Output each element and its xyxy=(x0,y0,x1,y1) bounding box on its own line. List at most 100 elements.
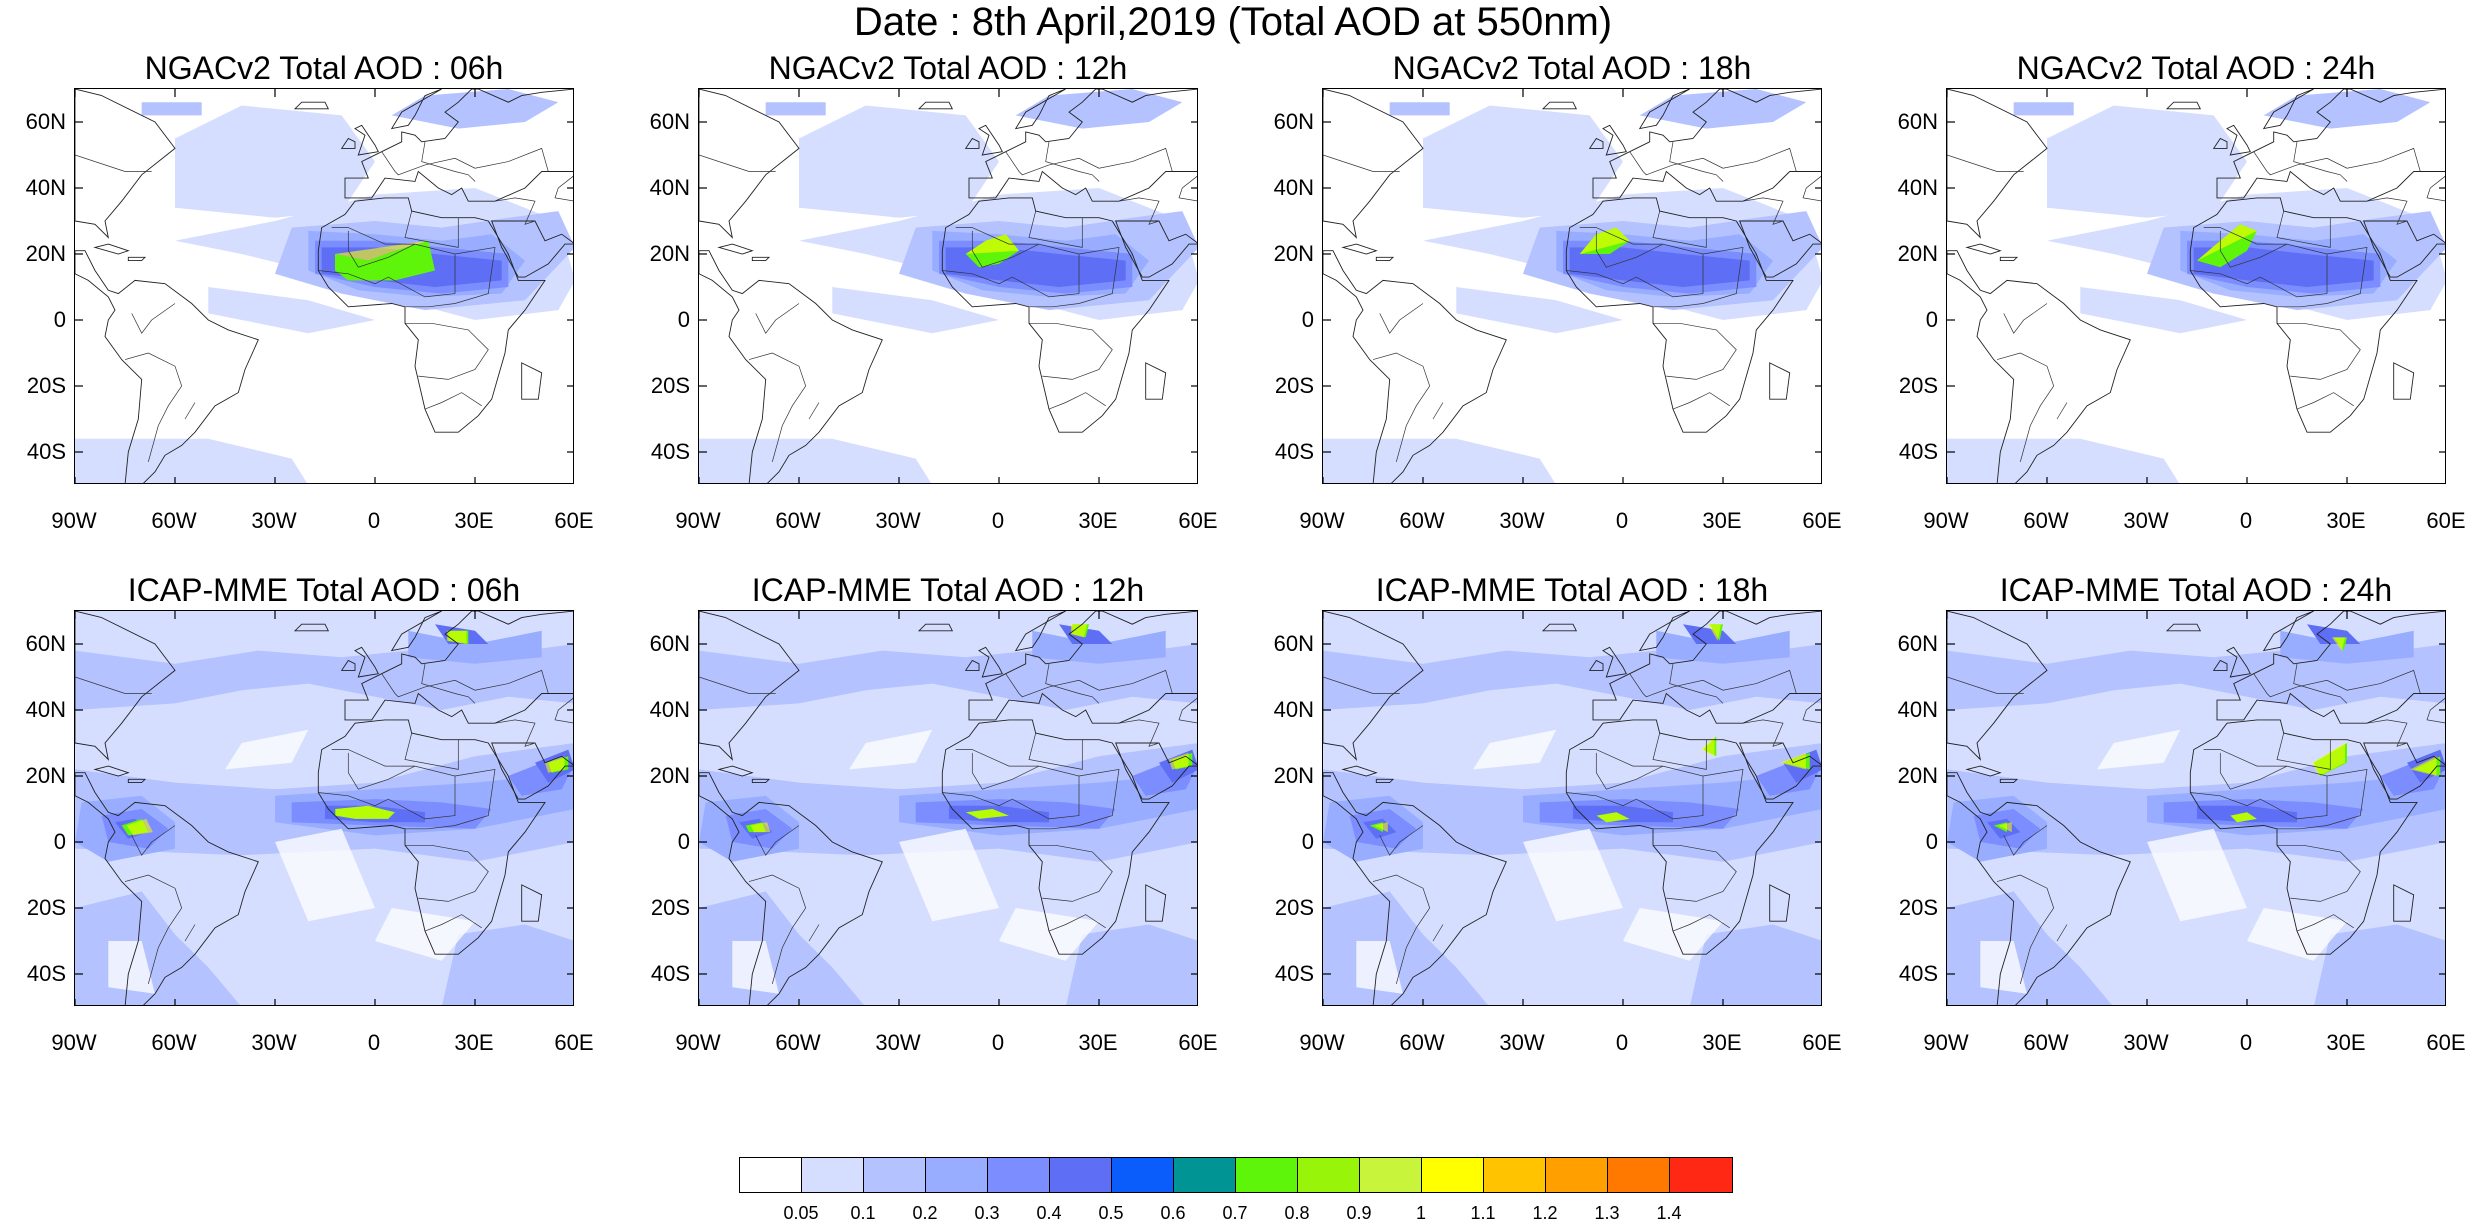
latitude-tick-label: 40S xyxy=(1274,961,1314,986)
aod-field-region xyxy=(2280,630,2414,664)
aod-peak-region xyxy=(1701,736,1715,757)
coastline xyxy=(317,197,546,433)
country-border xyxy=(1579,749,1663,767)
clean-air-region xyxy=(375,908,475,961)
aod-field-region xyxy=(1947,438,2180,483)
coastline xyxy=(1115,220,1197,278)
clean-air-region xyxy=(899,828,999,922)
country-border xyxy=(942,752,1080,820)
clean-air-region xyxy=(1473,729,1557,770)
country-border xyxy=(1742,197,1784,225)
longitude-tick-label: 90W xyxy=(1299,508,1345,533)
longitude-tick-label: 0 xyxy=(2239,1030,2253,1055)
aod-field-region xyxy=(2047,105,2247,218)
country-border xyxy=(124,874,183,984)
coastline xyxy=(1739,220,1821,278)
country-border xyxy=(1996,874,2055,984)
latitude-tick-label: 20S xyxy=(1898,373,1938,398)
longitude-tick-label: 60W xyxy=(1399,1030,1445,1055)
coastline xyxy=(968,611,1197,724)
coastline xyxy=(917,101,954,110)
country-border xyxy=(421,141,476,182)
longitude-tick-label: 0 xyxy=(991,1030,1005,1055)
country-border xyxy=(1629,147,1797,176)
longitude-tick-label: 60E xyxy=(1802,1030,1842,1055)
country-border xyxy=(1029,844,1113,902)
longitude-tick-label: 30W xyxy=(875,508,921,533)
color-scale-swatch xyxy=(864,1158,926,1192)
aod-peak-region xyxy=(750,822,771,833)
aod-field-region xyxy=(1066,924,1197,1005)
coastline xyxy=(2212,659,2228,671)
clean-air-region xyxy=(225,729,309,770)
color-scale-label: 0.4 xyxy=(1036,1203,1062,1223)
coastline xyxy=(964,659,980,671)
country-border xyxy=(1028,733,1083,770)
country-border xyxy=(2426,697,2445,724)
country-border xyxy=(318,230,456,298)
country-border xyxy=(1653,322,1737,380)
color-scale-swatch xyxy=(1360,1158,1422,1192)
color-scale-swatch xyxy=(1670,1158,1732,1192)
coastline xyxy=(75,611,176,761)
color-scale-swatch xyxy=(1050,1158,1112,1192)
country-border xyxy=(1118,719,1160,747)
map-frame xyxy=(1946,88,2446,484)
aod-map xyxy=(1947,611,2445,1005)
coastline xyxy=(1965,243,2002,255)
country-border xyxy=(1028,211,1083,248)
country-border xyxy=(1005,147,1173,176)
country-border xyxy=(748,874,807,984)
longitude-tick-label: 30E xyxy=(1702,508,1742,533)
longitude-tick-label: 30E xyxy=(1078,1030,1118,1055)
aod-field-region xyxy=(1683,624,1737,644)
aod-map xyxy=(75,611,573,1005)
country-border xyxy=(808,924,820,942)
country-border xyxy=(2366,197,2408,225)
country-border xyxy=(184,924,196,942)
country-border xyxy=(1029,322,1113,380)
color-scale-label: 1.1 xyxy=(1470,1203,1496,1223)
color-scale-swatch xyxy=(1236,1158,1298,1192)
country-border xyxy=(1566,230,1704,298)
coastline xyxy=(1739,742,1821,800)
aod-peak-region xyxy=(1070,624,1088,638)
coastline xyxy=(1145,884,1167,922)
clean-air-region xyxy=(1623,908,1723,961)
country-border xyxy=(405,844,489,902)
aod-field-region xyxy=(1015,89,1183,129)
coastline xyxy=(717,243,754,255)
aod-field-region xyxy=(141,102,202,116)
country-border xyxy=(2277,322,2361,380)
country-border xyxy=(1669,663,1724,704)
coastline xyxy=(1323,250,1507,483)
coastline xyxy=(1014,611,1066,652)
coastline xyxy=(1565,197,1794,433)
latitude-tick-label: 20N xyxy=(649,241,690,266)
color-scale-label: 0.7 xyxy=(1222,1203,1248,1223)
longitude-tick-label: 0 xyxy=(1615,1030,1629,1055)
clean-air-region xyxy=(999,908,1099,961)
country-border xyxy=(1372,874,1431,984)
latitude-tick-label: 20N xyxy=(25,241,66,266)
country-border xyxy=(1652,211,1707,248)
country-border xyxy=(405,246,496,308)
country-border xyxy=(1802,175,1821,202)
map-frame xyxy=(1946,610,2446,1006)
map-frame xyxy=(1322,610,1822,1006)
latitude-tick-label: 40N xyxy=(1273,175,1314,200)
coastline xyxy=(968,89,1197,202)
coastline xyxy=(699,250,883,483)
country-border xyxy=(124,352,183,462)
country-border xyxy=(184,402,196,420)
longitude-tick-label: 90W xyxy=(675,508,721,533)
latitude-tick-label: 20S xyxy=(1274,895,1314,920)
coastline xyxy=(964,137,980,149)
coastline xyxy=(340,659,356,671)
map-panel: NGACv2 Total AOD : 06h 60N 40N 20N 0 20S 40S 90… xyxy=(26,50,594,532)
coastline xyxy=(344,89,573,202)
color-scale-label: 0.1 xyxy=(850,1203,876,1223)
country-border xyxy=(2296,914,2354,932)
coastline xyxy=(75,250,259,483)
latitude-tick-label: 0 xyxy=(677,829,690,854)
